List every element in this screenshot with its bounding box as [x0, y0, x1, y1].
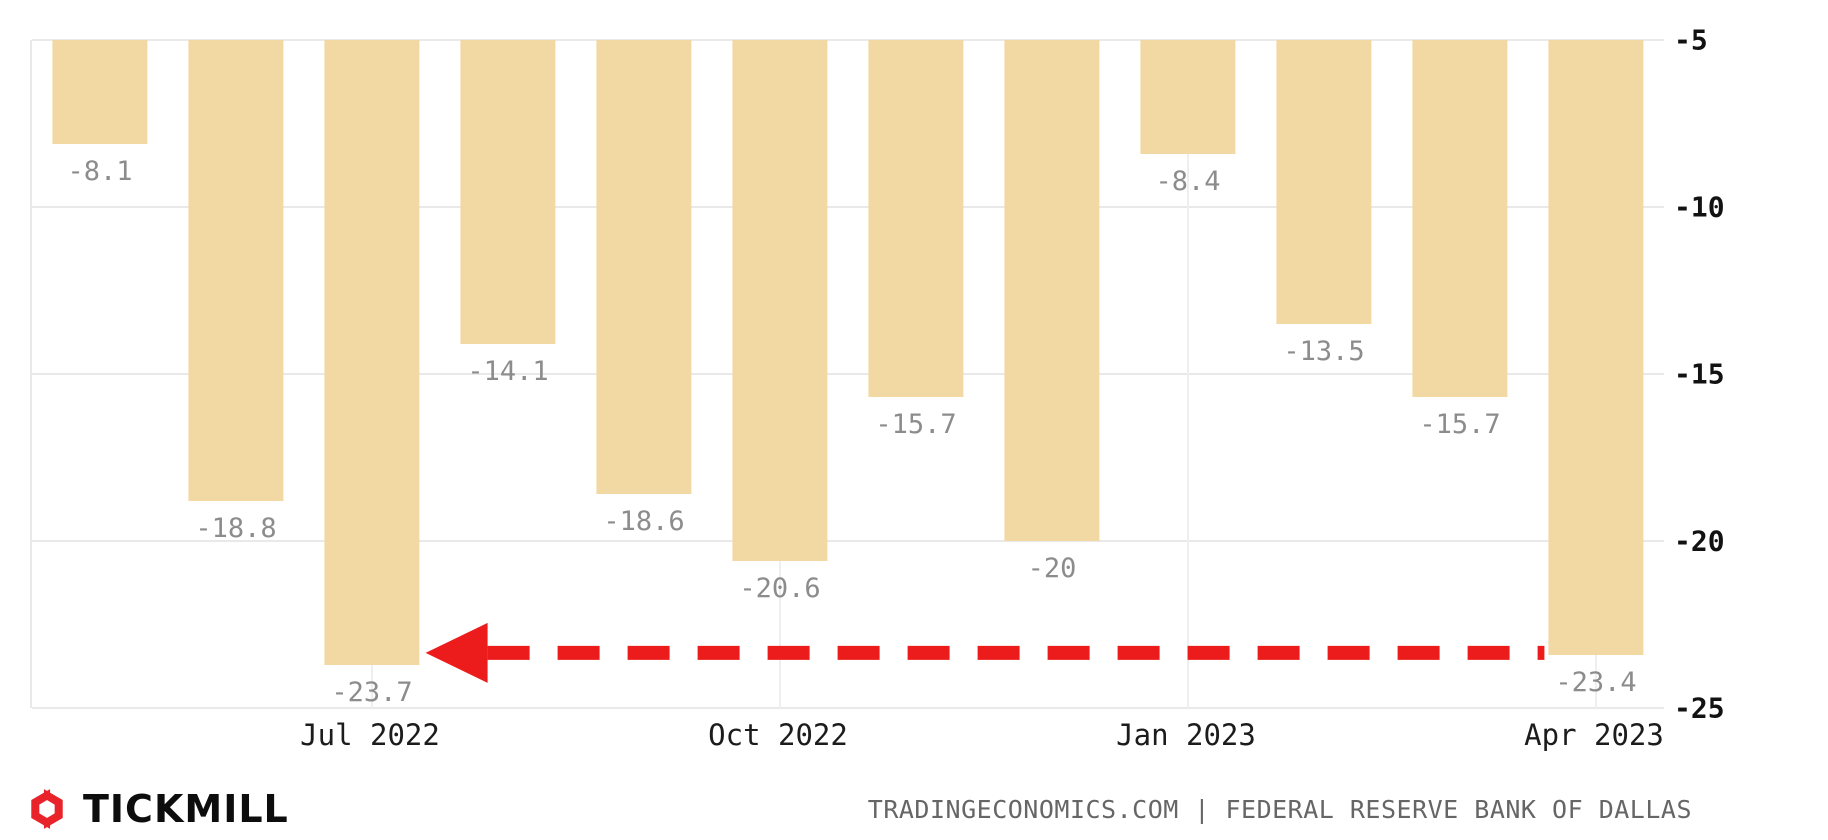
bar-band: -23.7: [304, 40, 440, 708]
bar-band: -20.6: [712, 40, 848, 708]
bar: [1004, 40, 1100, 541]
bar: [460, 40, 556, 344]
y-axis-tick-label: -10: [1674, 190, 1725, 224]
gridline-horizontal: [32, 373, 1664, 375]
x-axis: Jul 2022 Oct 2022 Jan 2023 Apr 2023: [30, 718, 1664, 764]
bar-band: -20: [984, 40, 1120, 708]
tickmill-logo-icon: [31, 789, 63, 829]
bar-value-label: -23.7: [331, 676, 413, 708]
y-axis: -5 -10 -15 -20 -25: [1674, 24, 1824, 725]
bar-value-label: -20: [1027, 553, 1077, 584]
brand-name: TICKMILL: [83, 787, 289, 831]
bar-band: -18.8: [168, 40, 304, 708]
bar: [732, 40, 828, 562]
bar-band: -14.1: [440, 40, 576, 708]
bar-value-label: -14.1: [467, 355, 549, 387]
y-axis-tick-label: -20: [1674, 524, 1725, 558]
y-axis-tick-label: -15: [1674, 357, 1725, 391]
bar: [868, 40, 964, 398]
bar-band: -13.5: [1256, 40, 1392, 708]
y-axis-tick-label: -5: [1674, 23, 1708, 57]
x-axis-tick-label: Oct 2022: [708, 718, 848, 752]
bar-value-label: -13.5: [1283, 335, 1365, 367]
x-axis-tick-label: Jul 2022: [300, 718, 440, 752]
bar: [188, 40, 284, 501]
gridline-horizontal: [32, 540, 1664, 542]
bar-band: -18.6: [576, 40, 712, 708]
footer: TICKMILL TRADINGECONOMICS.COM | FEDERAL …: [0, 778, 1828, 840]
plot-area: -8.1 -18.8 -23.7 -14.1 -18.6 -20.6 -15.7 -20 -8.…: [30, 39, 1664, 709]
bar-value-label: -15.7: [1419, 409, 1501, 441]
bar-value-label: -15.7: [875, 409, 957, 441]
bar-value-label: -18.6: [603, 506, 685, 538]
bar: [324, 40, 420, 665]
bar: [596, 40, 692, 495]
x-axis-tick-label: Apr 2023: [1524, 718, 1664, 752]
bar: [1412, 40, 1508, 398]
gridline-horizontal: [32, 206, 1664, 208]
bar: [1140, 40, 1236, 154]
bar-value-label: -20.6: [739, 573, 821, 605]
bar-band: -8.1: [32, 40, 168, 708]
bar-value-label: -8.4: [1155, 165, 1221, 197]
bar-band: -15.7: [1392, 40, 1528, 708]
bar: [52, 40, 148, 144]
tickmill-brand: TICKMILL: [24, 784, 289, 834]
bar: [1548, 40, 1644, 655]
gridline-horizontal: [32, 39, 1664, 41]
bar-value-label: -23.4: [1555, 666, 1637, 698]
attribution-text: TRADINGECONOMICS.COM | FEDERAL RESERVE B…: [867, 794, 1692, 824]
bar-band: -23.4: [1528, 40, 1664, 708]
bar: [1276, 40, 1372, 324]
bars-container: -8.1 -18.8 -23.7 -14.1 -18.6 -20.6 -15.7 -20 -8.…: [32, 40, 1664, 708]
bar-value-label: -8.1: [67, 155, 133, 187]
bar-value-label: -18.8: [195, 512, 277, 544]
x-axis-tick-label: Jan 2023: [1116, 718, 1256, 752]
bar-band: -15.7: [848, 40, 984, 708]
y-axis-tick-label: -25: [1674, 691, 1725, 725]
gridline-horizontal: [32, 707, 1664, 709]
bar-band: -8.4: [1120, 40, 1256, 708]
gridline-vertical: [1187, 40, 1189, 708]
